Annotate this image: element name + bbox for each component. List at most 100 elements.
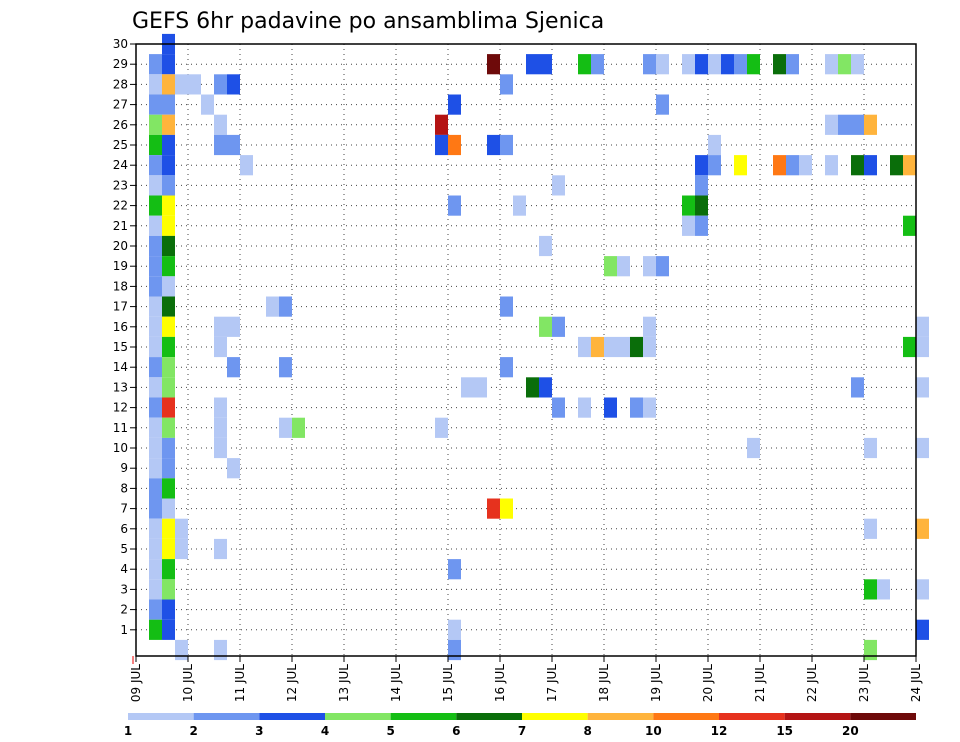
heatmap-cell <box>227 458 240 479</box>
heatmap-cell <box>656 94 669 115</box>
heatmap-cell <box>552 316 565 337</box>
heatmap-cell <box>279 357 292 378</box>
y-axis-ticks: 1234567891011121314151617181920212223242… <box>113 37 136 637</box>
heatmap-cell <box>734 54 747 75</box>
x-tick-label: 16 JUL <box>493 664 507 702</box>
heatmap-cell <box>149 599 162 620</box>
heatmap-cell <box>227 134 240 156</box>
heatmap-cell <box>227 74 240 95</box>
heatmap-cell <box>214 74 227 95</box>
heatmap-cell <box>643 256 656 277</box>
heatmap-cell <box>149 256 162 277</box>
y-tick-label: 26 <box>113 118 128 132</box>
heatmap-cell <box>786 54 799 75</box>
heatmap-cell <box>162 155 175 176</box>
heatmap-cell <box>162 579 175 600</box>
heatmap-cell <box>162 357 175 378</box>
x-tick-label: 15 JUL <box>441 664 455 702</box>
x-tick-label: 24 JUL <box>909 664 923 702</box>
y-tick-label: 4 <box>120 562 128 576</box>
heatmap-cell <box>916 316 929 337</box>
heatmap-cell <box>175 538 188 560</box>
heatmap-cell <box>487 498 500 519</box>
heatmap-cell <box>539 235 552 257</box>
heatmap-cell <box>149 296 162 317</box>
heatmap-cell <box>149 175 162 196</box>
heatmap-cell <box>734 155 747 176</box>
heatmap-cell <box>149 215 162 236</box>
heatmap-cell <box>643 54 656 75</box>
heatmap-cell <box>448 94 461 115</box>
x-tick-label: 11 JUL <box>233 664 247 702</box>
colorbar-label: 6 <box>452 724 460 738</box>
y-tick-label: 24 <box>113 158 128 172</box>
y-tick-label: 6 <box>120 522 128 536</box>
heatmap-cell <box>747 54 760 75</box>
heatmap-cell <box>149 377 162 398</box>
heatmap-cell <box>682 215 695 236</box>
heatmap-cell <box>916 619 929 640</box>
heatmap-cell <box>864 155 877 176</box>
heatmap-cell <box>162 377 175 398</box>
heatmap-cell <box>864 114 877 135</box>
y-tick-label: 18 <box>113 279 128 293</box>
colorbar-label: 12 <box>711 724 728 738</box>
y-tick-label: 19 <box>113 259 128 273</box>
heatmap-cell <box>279 296 292 317</box>
heatmap-cell <box>799 155 812 176</box>
y-tick-label: 13 <box>113 380 128 394</box>
heatmap-cell <box>162 518 175 539</box>
heatmap-cell <box>591 54 604 75</box>
heatmap-cell <box>903 155 916 176</box>
heatmap-cell <box>162 94 175 115</box>
data-cells <box>149 33 929 661</box>
heatmap-cell <box>448 639 461 661</box>
heatmap-cell <box>149 579 162 600</box>
heatmap-cell <box>149 336 162 358</box>
heatmap-cell <box>227 357 240 378</box>
heatmap-cell <box>604 256 617 277</box>
colorbar-label: 4 <box>321 724 329 738</box>
heatmap-cell <box>149 518 162 539</box>
heatmap-cell <box>825 114 838 135</box>
heatmap-cell <box>162 498 175 519</box>
heatmap-cell <box>916 579 929 600</box>
heatmap-cell <box>214 114 227 135</box>
heatmap-cell <box>149 458 162 479</box>
y-tick-label: 12 <box>113 401 128 415</box>
heatmap-cell <box>500 134 513 156</box>
y-tick-label: 29 <box>113 57 128 71</box>
colorbar-swatch <box>587 713 654 720</box>
heatmap-cell <box>825 54 838 75</box>
heatmap-cell <box>279 417 292 438</box>
heatmap-cell <box>188 74 201 95</box>
heatmap-cell <box>487 134 500 156</box>
heatmap-cell <box>162 276 175 297</box>
heatmap-cell <box>695 195 708 216</box>
heatmap-cell <box>214 397 227 418</box>
colorbar-label: 3 <box>255 724 263 738</box>
heatmap-cell <box>149 417 162 438</box>
heatmap-cell <box>149 155 162 176</box>
heatmap-cell <box>435 134 448 156</box>
heatmap-cell <box>617 256 630 277</box>
colorbar-swatch <box>653 713 719 720</box>
heatmap-cell <box>149 619 162 640</box>
heatmap-cell <box>162 599 175 620</box>
heatmap-cell <box>162 316 175 337</box>
y-tick-label: 25 <box>113 138 128 152</box>
y-tick-label: 1 <box>120 623 128 637</box>
heatmap-cell <box>903 215 916 236</box>
x-tick-label: 10 JUL <box>181 664 195 702</box>
heatmap-cell <box>500 357 513 378</box>
heatmap-cell <box>695 215 708 236</box>
x-tick-label: 18 JUL <box>597 664 611 702</box>
heatmap-cell <box>539 316 552 337</box>
heatmap-cell <box>227 316 240 337</box>
heatmap-cell <box>916 518 929 539</box>
x-tick-label: 20 JUL <box>701 664 715 702</box>
y-tick-label: 27 <box>113 98 128 112</box>
colorbar-label: 15 <box>776 724 793 738</box>
heatmap-cell <box>162 296 175 317</box>
